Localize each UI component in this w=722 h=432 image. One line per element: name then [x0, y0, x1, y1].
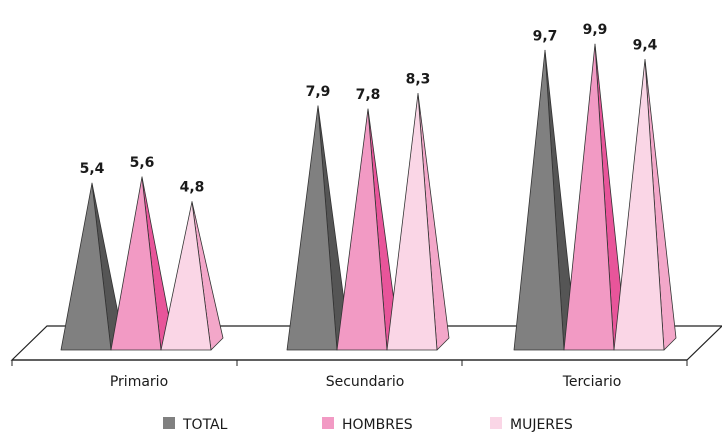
- data-label-total-secundario: 7,9: [306, 84, 331, 100]
- legend-swatch-total: [163, 417, 175, 429]
- legend-swatch-hombres: [322, 417, 334, 429]
- data-marks: [60, 43, 677, 351]
- category-label-primario: Primario: [110, 374, 168, 390]
- pyramid-hombres-primario: [110, 176, 162, 351]
- pyramid-total-primario: [60, 182, 112, 351]
- data-label-total-terciario: 9,7: [533, 28, 558, 44]
- data-label-hombres-primario: 5,6: [130, 155, 155, 171]
- data-label-mujeres-primario: 4,8: [180, 180, 205, 196]
- category-label-secundario: Secundario: [326, 374, 405, 390]
- data-label-total-primario: 5,4: [80, 161, 105, 177]
- pyramid-hombres-terciario: [563, 43, 615, 351]
- legend-label-total: TOTAL: [182, 417, 228, 432]
- legend-label-mujeres: MUJERES: [510, 417, 573, 432]
- legend-label-hombres: HOMBRES: [342, 417, 413, 432]
- pyramid-mujeres-terciario: [613, 59, 665, 351]
- category-labels: Primario Secundario Terciario: [110, 374, 621, 390]
- data-label-hombres-terciario: 9,9: [583, 22, 608, 38]
- pyramid-total-terciario: [513, 49, 565, 351]
- legend: TOTAL HOMBRES MUJERES: [163, 417, 573, 432]
- pyramid-mujeres-secundario: [386, 93, 438, 351]
- data-labels: 5,4 5,6 4,8 7,9 7,8 8,3 9,7 9,9 9,4: [80, 22, 658, 196]
- pyramid-hombres-secundario: [336, 108, 388, 351]
- category-label-terciario: Terciario: [562, 374, 622, 390]
- data-label-mujeres-terciario: 9,4: [633, 38, 658, 54]
- legend-swatch-mujeres: [490, 417, 502, 429]
- data-label-mujeres-secundario: 8,3: [406, 72, 431, 88]
- pyramid-total-secundario: [286, 105, 338, 351]
- data-label-hombres-secundario: 7,8: [356, 87, 381, 103]
- pyramid-mujeres-primario: [160, 201, 212, 351]
